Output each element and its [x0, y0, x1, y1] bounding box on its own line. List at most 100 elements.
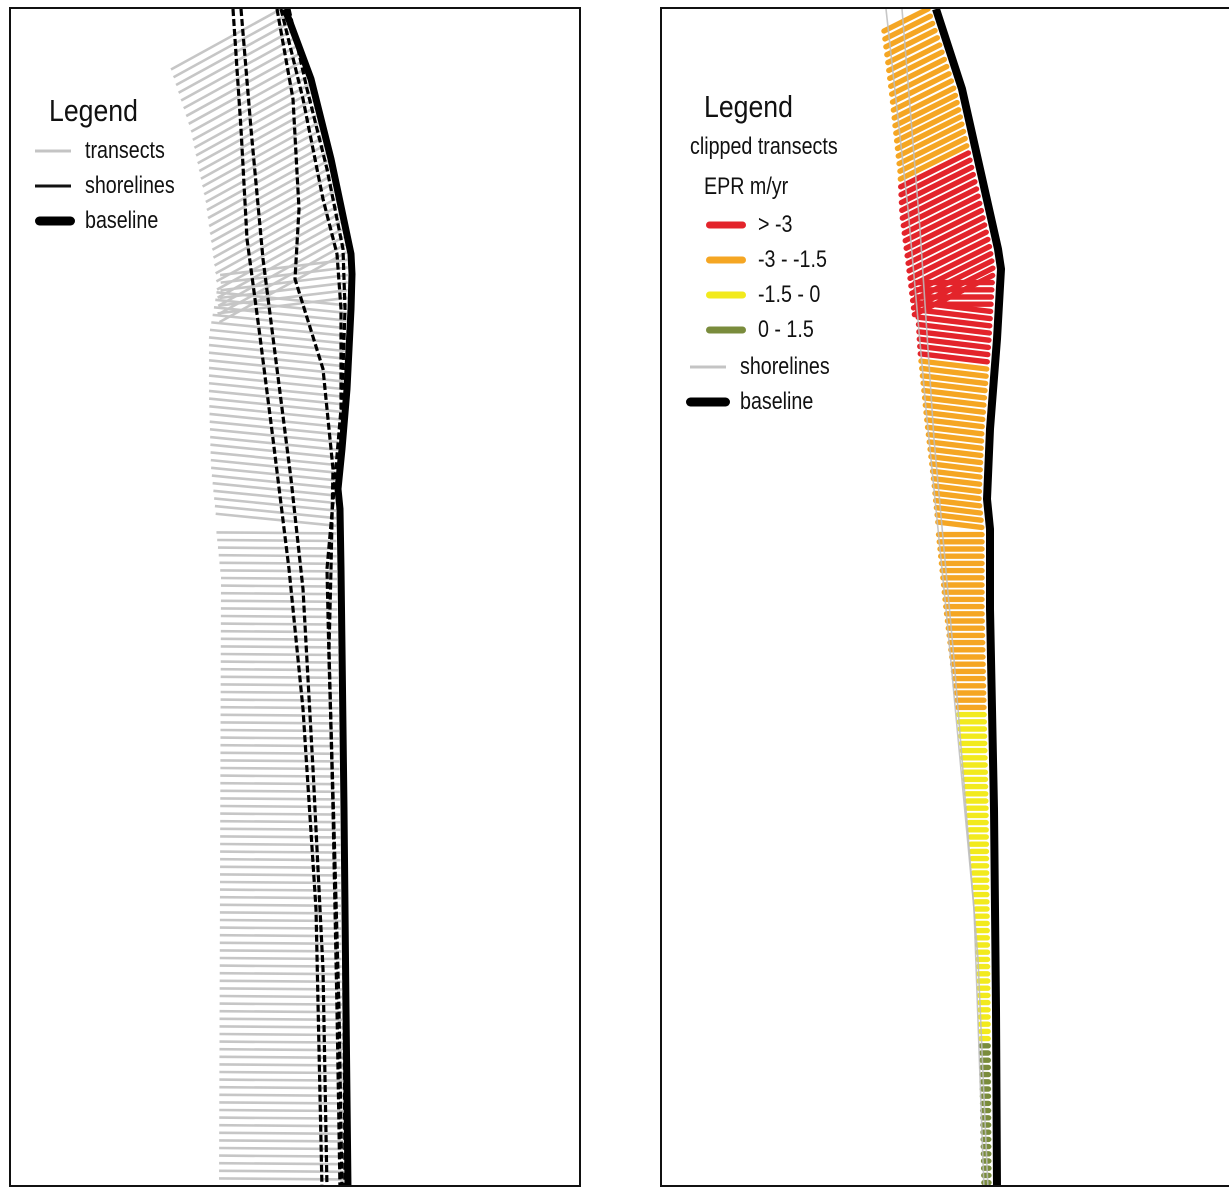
- transect-line-108: [220, 827, 341, 832]
- transect-line-152: [219, 1161, 344, 1166]
- right-legend-class-1-label: > -3: [758, 211, 793, 238]
- transect-line-11: [195, 91, 312, 157]
- transect-line-118: [219, 903, 341, 908]
- left-legend: Legend transects shorelines baseline: [35, 93, 249, 238]
- transect-line-105: [220, 804, 340, 809]
- transect-line-143: [219, 1093, 343, 1098]
- transect-line-73: [219, 561, 337, 566]
- clipped-transect-red-23: [899, 171, 976, 214]
- clipped-transect-orange-13: [893, 99, 960, 136]
- clipped-transect-orange-67: [931, 483, 983, 495]
- clipped-transect-orange-14: [893, 107, 962, 144]
- left-legend-transects-symbol: [35, 149, 71, 152]
- clipped-transect-red-29: [904, 215, 986, 259]
- transect-line-0: [170, 9, 282, 71]
- transect-line-98: [220, 751, 340, 756]
- transect-line-49: [208, 366, 344, 383]
- transect-line-85: [220, 652, 339, 657]
- right-legend-item-shorelines: shorelines: [690, 349, 910, 384]
- transect-line-56: [209, 420, 340, 436]
- transect-line-93: [220, 713, 339, 718]
- transect-line-82: [220, 629, 338, 634]
- clipped-transect-orange-11: [891, 85, 957, 121]
- transect-line-66: [214, 497, 337, 512]
- transect-line-112: [220, 857, 341, 862]
- transect-line-116: [219, 888, 341, 892]
- transect-line-74: [220, 569, 338, 573]
- clipped-transect-orange-18: [897, 135, 968, 174]
- transect-line-96: [220, 736, 340, 740]
- transect-line-109: [220, 835, 341, 839]
- transect-line-139: [219, 1063, 343, 1067]
- shoreline-line-0: [231, 9, 324, 1185]
- right-legend-group-label: clipped transects: [690, 133, 838, 160]
- transect-line-54: [209, 404, 341, 421]
- transect-line-42: [212, 313, 347, 330]
- transect-line-18: [206, 144, 325, 212]
- transect-line-15: [201, 121, 319, 188]
- left-legend-title: Legend: [49, 93, 138, 128]
- right-legend-class-3: -1.5 - 0: [690, 277, 910, 312]
- right-legend: Legend clipped transects EPR m/yr > -3 -…: [686, 89, 910, 419]
- left-legend-shorelines-symbol: [35, 184, 71, 187]
- right-legend-class-3-symbol: [706, 291, 746, 298]
- clipped-transect-orange-16: [895, 121, 965, 159]
- clipped-transect-orange-66: [930, 475, 983, 487]
- transect-line-17: [205, 137, 323, 204]
- transect-line-55: [209, 412, 340, 429]
- clipped-transect-orange-55: [921, 395, 987, 408]
- transect-line-122: [219, 933, 342, 938]
- clipped-transect-orange-51: [919, 365, 989, 379]
- transect-line-44: [209, 328, 346, 345]
- transect-line-142: [219, 1085, 343, 1090]
- right-legend-title: Legend: [704, 89, 793, 124]
- clipped-transect-red-43: [914, 307, 993, 322]
- transect-line-21: [209, 167, 330, 236]
- right-legend-item-baseline: baseline: [686, 384, 910, 419]
- clipped-transect-orange-15: [894, 114, 963, 152]
- transect-line-104: [220, 797, 340, 801]
- transect-line-70: [217, 538, 337, 543]
- clipped-transect-red-22: [898, 164, 975, 206]
- transect-line-99: [220, 759, 340, 763]
- transect-line-69: [216, 531, 337, 535]
- right-legend-class-2: -3 - -1.5: [690, 242, 910, 277]
- transect-line-89: [220, 683, 339, 687]
- transect-line-150: [219, 1146, 344, 1151]
- clipped-transect-orange-52: [919, 373, 989, 387]
- transect-line-133: [219, 1017, 343, 1022]
- shoreline-line-0: [885, 9, 985, 1185]
- clipped-transect-red-45: [915, 321, 993, 336]
- clipped-transect-orange-7: [888, 56, 948, 89]
- transect-line-78: [220, 599, 338, 604]
- transect-line-149: [219, 1139, 344, 1143]
- transect-line-130: [219, 994, 342, 999]
- transect-line-20: [208, 159, 329, 228]
- clipped-transect-orange-2: [883, 20, 936, 50]
- transect-line-33: [219, 258, 348, 277]
- right-legend-class-1: > -3: [690, 207, 910, 242]
- transect-line-84: [220, 645, 338, 649]
- transect-line-41: [213, 306, 347, 322]
- clipped-transect-red-24: [899, 179, 978, 221]
- transect-line-106: [220, 812, 341, 816]
- clipped-transect-red-27: [902, 200, 983, 244]
- clipped-transect-orange-8: [888, 63, 950, 97]
- transect-line-138: [219, 1055, 343, 1060]
- transect-line-7: [188, 61, 302, 125]
- transect-line-113: [220, 865, 341, 870]
- right-legend-baseline-symbol: [686, 397, 730, 406]
- transect-line-35: [220, 273, 349, 292]
- clipped-transect-red-28: [903, 207, 985, 251]
- transect-line-145: [219, 1108, 344, 1113]
- transect-line-87: [220, 667, 339, 672]
- transect-line-22: [210, 175, 332, 243]
- transect-line-101: [220, 774, 340, 778]
- clipped-transect-orange-65: [929, 468, 983, 480]
- left-legend-transects-label: transects: [85, 137, 165, 164]
- right-legend-class-4: 0 - 1.5: [690, 312, 910, 347]
- clipped-transect-red-44: [915, 314, 993, 329]
- transect-line-126: [219, 964, 342, 968]
- clipped-transect-orange-58: [924, 417, 985, 430]
- transect-line-2: [175, 23, 288, 87]
